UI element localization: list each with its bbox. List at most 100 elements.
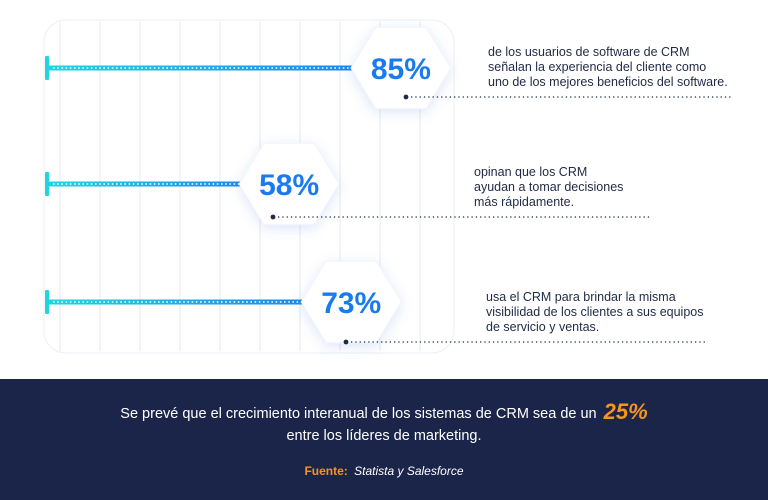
value-label: 58% [259,169,319,202]
bar-tick [271,67,273,69]
description-1-line-1: de los usuarios de software de CRM [488,45,690,59]
value-label: 85% [371,53,431,86]
bar-tick [57,301,59,303]
bar-tick [153,301,156,303]
description-1-line-2: señalan la experiencia del cliente como [488,60,707,74]
bar-tick [284,67,286,69]
footer-line-1: Se prevé que el crecimiento interanual d… [0,401,768,425]
bar-tick [195,301,198,303]
bar-tick [103,183,105,185]
bar-tick [195,183,198,185]
bar-tick [82,183,84,185]
source-line: Fuente: Statista y Salesforce [0,463,768,479]
bar-tick [233,301,236,303]
bar-tick [208,301,210,303]
bar-tick [74,183,76,185]
bar-tick [90,301,93,303]
bar-tick [145,183,147,185]
bar-tick [174,67,177,69]
bar-tick [216,183,219,185]
bar-tick [246,301,248,303]
bar-tick [149,67,152,69]
description-3-line-2: visibilidad de los clientes a sus equipo… [486,305,704,319]
bar-tick [69,183,72,185]
description-3-line-1: usa el CRM para brindar la misma [486,290,676,304]
bar-tick [216,67,219,69]
bar-tick [107,67,110,69]
bar-tick [69,67,72,69]
bar-tick [120,301,122,303]
bar-tick [69,301,72,303]
bar-tick [153,183,156,185]
bar-tick [204,67,206,69]
bar-tick [90,67,93,69]
bar-tick [267,67,269,69]
bar-tick [141,183,143,185]
description-1-line-3: uno de los mejores beneficios del softwa… [488,75,728,89]
bar-tick [221,183,223,185]
bar-tick [145,301,147,303]
bar-tick [116,301,118,303]
bar-tick [191,301,194,303]
bar-tick [309,67,311,69]
bar-tick [128,301,131,303]
bar-tick [204,301,206,303]
bar-tick [78,67,80,69]
bar-tick [158,301,160,303]
bar-tick [124,183,126,185]
bar-tick [74,67,76,69]
bar-tick [288,301,290,303]
bar-tick [82,301,84,303]
bar-tick [271,301,273,303]
value-badge [238,142,340,226]
description-3-line-3: de servicio y ventas. [486,320,600,334]
bar-tick [212,67,215,69]
bar-tick [191,67,194,69]
bar-tick [65,183,68,185]
bar-tick [107,183,110,185]
bar-tick [216,301,219,303]
bar-tick [305,67,307,69]
footer-line-2: entre los líderes de marketing. [0,426,768,446]
bar-tick [296,67,299,69]
bar-tick [292,67,294,69]
bar-tick [296,301,299,303]
bar-tick [141,301,143,303]
bar-tick [99,301,101,303]
bar-tick [225,183,227,185]
bar-tick [162,67,164,69]
bar-tick [183,67,185,69]
bar-tick [263,301,265,303]
bar-tick [166,301,168,303]
footer-banner: Se prevé que el crecimiento interanual d… [0,379,768,500]
bar-tick [61,183,63,185]
bar-tick [330,67,332,69]
description-2-line-2: ayudan a tomar decisiones [474,180,624,194]
bar-tick [195,67,198,69]
bar-tick [317,67,320,69]
bar-tick [53,67,55,69]
bar-tick [61,67,63,69]
leader-dot [270,214,276,220]
bar-tick [263,67,265,69]
bar-tick [242,301,244,303]
bar-tick [174,301,177,303]
bar-tick [137,67,139,69]
bar-tick [258,301,261,303]
bar-tick [338,67,341,69]
bar-tick [86,67,89,69]
bar-tick [141,67,143,69]
bar-tick [170,67,173,69]
bar-tick [149,183,152,185]
bar-tick [187,67,189,69]
bar-tick [132,301,135,303]
bar-tick [179,67,181,69]
footer-text-after: entre los líderes de marketing. [286,428,482,444]
bar-tick [174,183,177,185]
bar-tick [166,67,168,69]
bar [47,299,350,305]
bar-tick [200,301,202,303]
bar-tick [292,301,294,303]
description-2-line-3: más rápidamente. [474,195,575,209]
bar-tick [103,301,105,303]
